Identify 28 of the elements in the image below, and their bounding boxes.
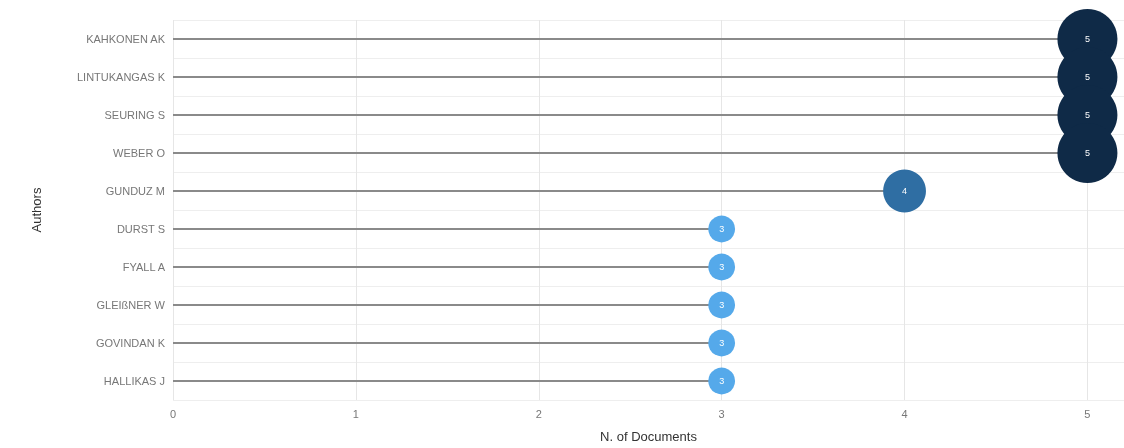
x-tick-label: 2	[535, 407, 542, 420]
data-label: 3	[719, 376, 725, 386]
y-axis-title: Authors	[29, 187, 44, 233]
x-tick-label: 0	[169, 407, 177, 420]
data-label: 3	[719, 224, 725, 234]
x-tick-label: 3	[718, 407, 725, 420]
data-label: 3	[719, 338, 725, 348]
data-label: 5	[1084, 110, 1090, 120]
y-tick-label: DURST S	[116, 223, 165, 235]
x-tick-label: 5	[1084, 407, 1091, 420]
x-tick-label: 4	[901, 407, 908, 420]
y-tick-label: HALLIKAS J	[103, 375, 165, 387]
y-tick-label: GOVINDAN K	[95, 337, 166, 349]
data-label: 3	[719, 262, 725, 272]
y-tick-label: LINTUKANGAS K	[76, 71, 166, 83]
y-tick-label: GUNDUZ M	[105, 185, 165, 197]
x-tick-label: 1	[352, 407, 359, 420]
y-tick-label: FYALL A	[122, 261, 166, 273]
data-label: 5	[1084, 148, 1090, 158]
y-tick-label: WEBER O	[113, 147, 166, 159]
data-label: 5	[1084, 72, 1090, 82]
y-tick-label: SEURING S	[104, 109, 165, 121]
data-label: 3	[719, 300, 725, 310]
data-label: 4	[902, 186, 908, 196]
y-tick-label: KAHKONEN AK	[86, 33, 166, 45]
x-axis-title: N. of Documents	[600, 429, 698, 444]
data-label: 5	[1084, 34, 1090, 44]
y-tick-label: GLEIßNER W	[96, 299, 166, 311]
